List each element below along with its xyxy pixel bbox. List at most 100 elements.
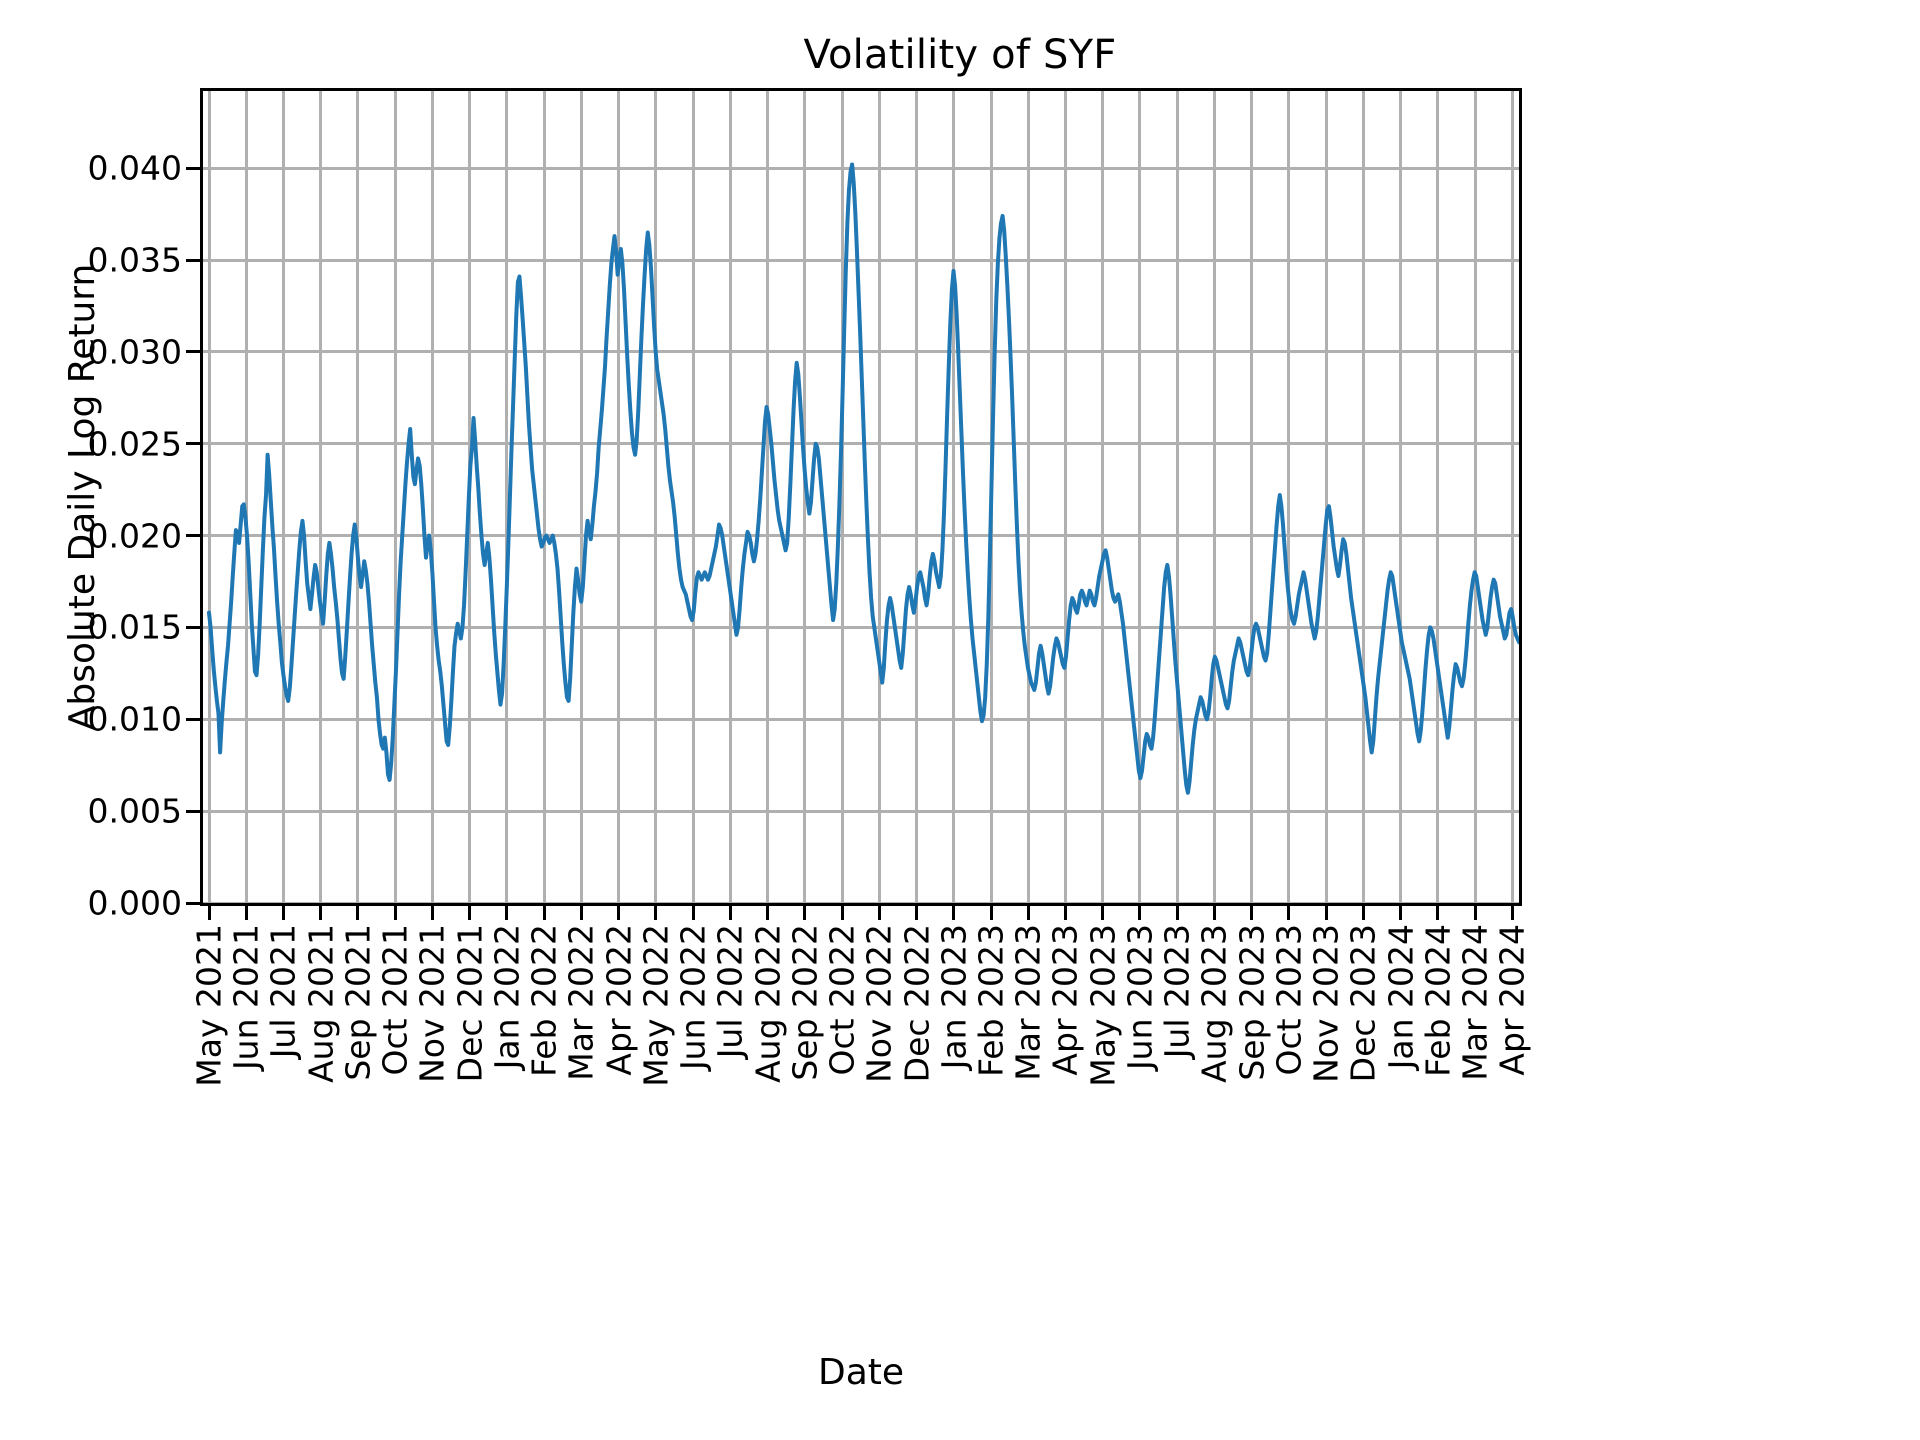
- x-tick-mark: [356, 906, 360, 920]
- chart-title: Volatility of SYF: [803, 32, 1117, 78]
- x-tick-mark: [1212, 906, 1216, 920]
- y-tick-label: 0.035: [87, 240, 182, 280]
- y-gridline: [203, 809, 1519, 813]
- x-tick-label: Sep 2021: [338, 924, 378, 1081]
- x-tick-mark: [1399, 906, 1403, 920]
- x-gridline: [877, 91, 881, 903]
- x-tick-mark: [1287, 906, 1291, 920]
- y-gridline: [203, 442, 1519, 446]
- x-gridline: [1101, 91, 1105, 903]
- y-tick-mark: [186, 625, 200, 629]
- x-tick-mark: [1138, 906, 1142, 920]
- x-gridline: [393, 91, 397, 903]
- x-gridline: [840, 91, 844, 903]
- x-tick-label: May 2021: [189, 924, 229, 1087]
- x-tick-label: Aug 2022: [748, 924, 788, 1083]
- x-tick-label: Sep 2022: [785, 924, 825, 1081]
- x-tick-mark: [728, 906, 732, 920]
- x-tick-mark: [915, 906, 919, 920]
- x-tick-label: Sep 2023: [1232, 924, 1272, 1081]
- x-gridline: [1399, 91, 1403, 903]
- x-tick-label: Nov 2022: [859, 924, 899, 1083]
- y-tick-mark: [186, 258, 200, 262]
- x-gridline: [691, 91, 695, 903]
- y-tick-label: 0.030: [87, 332, 182, 372]
- y-gridline: [203, 534, 1519, 538]
- x-tick-mark: [1026, 906, 1030, 920]
- x-tick-label: Mar 2022: [561, 924, 601, 1081]
- x-tick-label: May 2023: [1083, 924, 1123, 1087]
- x-tick-label: Oct 2022: [822, 924, 862, 1076]
- x-tick-mark: [244, 906, 248, 920]
- x-tick-label: Dec 2023: [1343, 924, 1383, 1083]
- x-tick-mark: [1473, 906, 1477, 920]
- volatility-line-chart: [207, 162, 1519, 795]
- x-gridline: [1324, 91, 1328, 903]
- y-gridline: [203, 625, 1519, 629]
- x-tick-label: Jan 2024: [1381, 924, 1421, 1070]
- x-gridline: [952, 91, 956, 903]
- y-gridline: [203, 901, 1519, 903]
- x-tick-label: Jun 2021: [226, 924, 266, 1071]
- x-tick-label: Apr 2024: [1492, 924, 1532, 1076]
- y-tick-label: 0.020: [87, 516, 182, 556]
- x-gridline: [1250, 91, 1254, 903]
- x-tick-label: Aug 2023: [1194, 924, 1234, 1083]
- y-tick-label: 0.040: [87, 148, 182, 188]
- y-tick-mark: [186, 901, 200, 905]
- y-gridline: [203, 258, 1519, 262]
- x-tick-mark: [952, 906, 956, 920]
- y-gridline: [203, 717, 1519, 721]
- x-tick-mark: [1510, 906, 1514, 920]
- x-axis-label: Date: [817, 1352, 905, 1393]
- y-tick-mark: [186, 717, 200, 721]
- x-tick-label: Jun 2023: [1120, 924, 1160, 1071]
- y-tick-label: 0.025: [87, 424, 182, 464]
- plot-axes: [200, 88, 1522, 906]
- x-tick-mark: [1175, 906, 1179, 920]
- plot-clip-region: [203, 91, 1519, 903]
- y-axis-label: Absolute Daily Log Return: [62, 263, 103, 731]
- y-tick-label: 0.000: [87, 883, 182, 923]
- y-tick-mark: [186, 809, 200, 813]
- y-tick-label: 0.010: [87, 699, 182, 739]
- x-tick-label: Apr 2022: [599, 924, 639, 1076]
- x-tick-label: Dec 2022: [897, 924, 937, 1083]
- x-gridline: [1287, 91, 1291, 903]
- x-tick-mark: [1101, 906, 1105, 920]
- x-tick-mark: [840, 906, 844, 920]
- x-gridline: [430, 91, 434, 903]
- x-gridline: [542, 91, 546, 903]
- x-tick-mark: [989, 906, 993, 920]
- x-gridline: [207, 91, 211, 903]
- x-tick-label: Apr 2023: [1045, 924, 1085, 1076]
- x-gridline: [1361, 91, 1365, 903]
- x-tick-mark: [468, 906, 472, 920]
- x-tick-mark: [1324, 906, 1328, 920]
- x-tick-label: Feb 2024: [1418, 924, 1458, 1077]
- x-gridline: [1175, 91, 1179, 903]
- x-tick-label: Mar 2023: [1008, 924, 1048, 1081]
- y-gridline: [203, 166, 1519, 170]
- x-gridline: [356, 91, 360, 903]
- x-gridline: [1212, 91, 1216, 903]
- x-tick-label: Nov 2023: [1306, 924, 1346, 1083]
- x-tick-mark: [1250, 906, 1254, 920]
- x-tick-mark: [766, 906, 770, 920]
- x-tick-mark: [803, 906, 807, 920]
- x-tick-label: Dec 2021: [450, 924, 490, 1083]
- x-gridline: [1473, 91, 1477, 903]
- x-tick-label: Jan 2022: [487, 924, 527, 1070]
- x-tick-mark: [691, 906, 695, 920]
- x-gridline: [1026, 91, 1030, 903]
- x-tick-label: Nov 2021: [412, 924, 452, 1083]
- x-gridline: [281, 91, 285, 903]
- data-layer: [203, 91, 1519, 903]
- x-tick-label: Aug 2021: [301, 924, 341, 1083]
- y-tick-mark: [186, 166, 200, 170]
- x-tick-label: Jul 2023: [1157, 924, 1197, 1059]
- x-tick-mark: [1361, 906, 1365, 920]
- x-gridline: [244, 91, 248, 903]
- x-tick-label: Feb 2023: [971, 924, 1011, 1077]
